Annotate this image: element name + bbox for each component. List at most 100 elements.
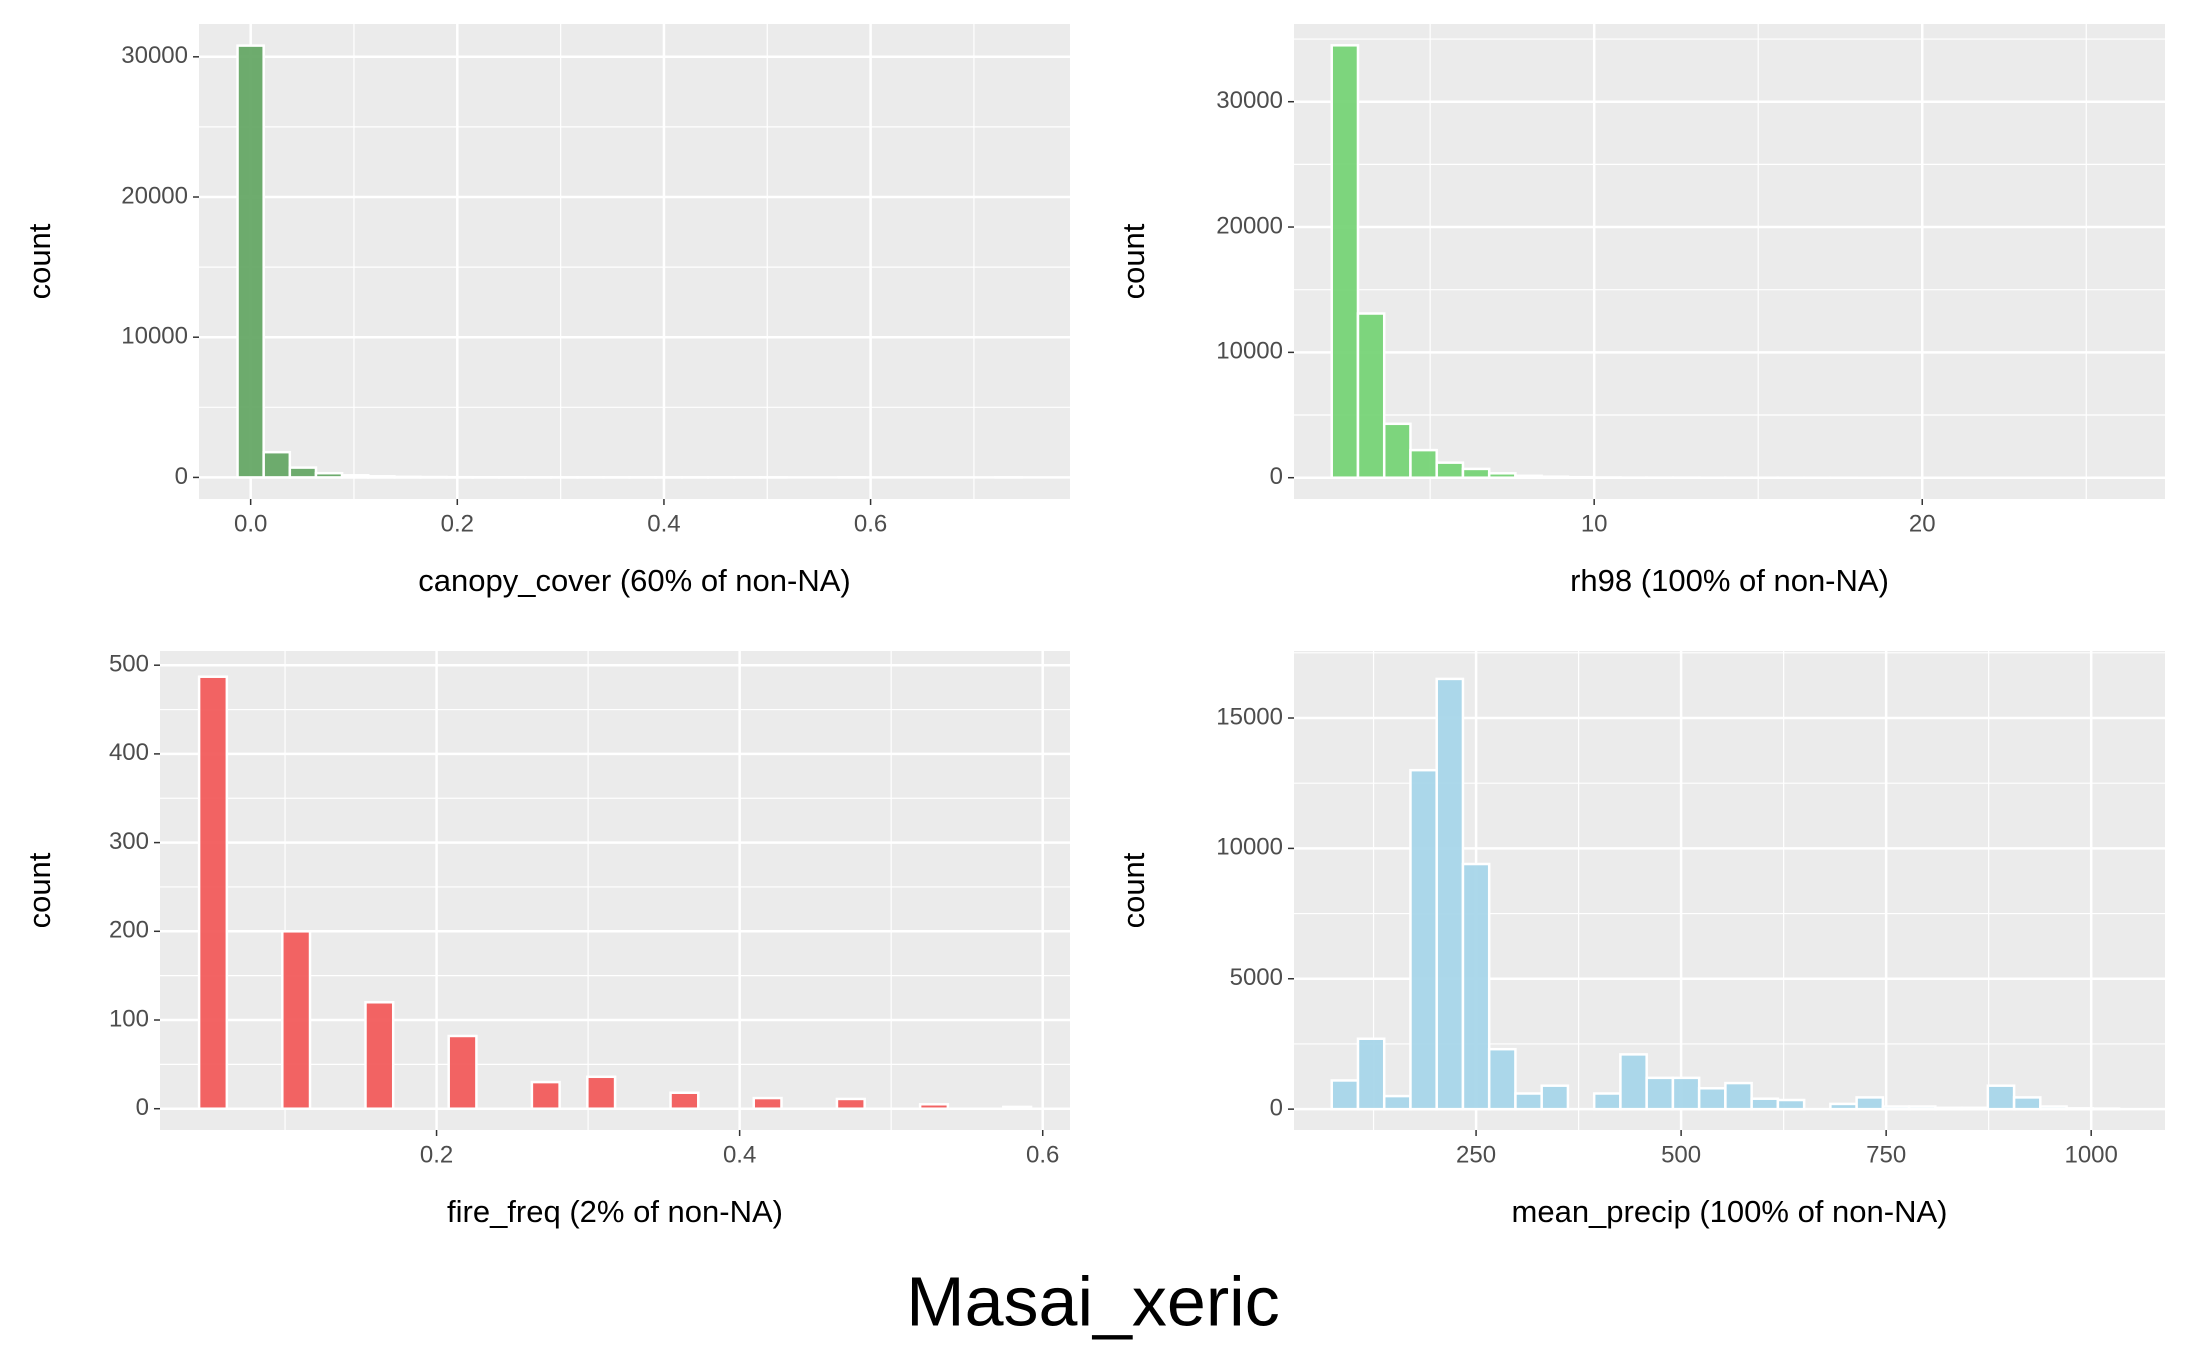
x-tick-label: 500 [1661, 1141, 1701, 1168]
histogram-bar [1986, 1084, 2016, 1111]
histogram-bar [1750, 1097, 1780, 1111]
histogram-bar [314, 471, 344, 479]
x-tick-label: 750 [1866, 1141, 1906, 1168]
y-axis-label: count [22, 223, 57, 299]
x-axis-label: canopy_cover (60% of non-NA) [418, 563, 851, 598]
histogram-bar [1619, 1053, 1648, 1111]
histogram-bar [1356, 312, 1386, 479]
histogram-bar [393, 475, 422, 479]
histogram-bar [1881, 1105, 1911, 1111]
y-tick-label: 0 [136, 1094, 149, 1121]
histogram-bar [447, 1034, 478, 1110]
y-tick-label: 10000 [1216, 834, 1283, 861]
panel-background [199, 24, 1070, 499]
x-tick-label: 0.6 [1026, 1141, 1059, 1168]
y-tick-label: 20000 [1216, 212, 1283, 239]
y-tick-label: 5000 [1230, 964, 1283, 991]
histogram-bar [1487, 472, 1517, 479]
histogram-bar [281, 930, 312, 1110]
x-tick-label: 0.2 [420, 1141, 453, 1168]
histogram-bar [1330, 44, 1360, 479]
histogram-bar [1566, 475, 1596, 479]
histogram-bar [835, 1097, 866, 1110]
histogram-bar [2065, 1107, 2095, 1111]
y-tick-label: 400 [109, 739, 149, 766]
histogram-bar [1592, 1092, 1622, 1111]
histogram-bar [752, 1096, 783, 1110]
y-tick-label: 0 [1270, 1094, 1283, 1121]
histogram-bar [364, 1001, 395, 1110]
histogram-bar [236, 44, 265, 479]
y-axis-label: count [1116, 223, 1151, 299]
histogram-bar [1907, 1105, 1937, 1111]
histogram-bar [918, 1103, 950, 1110]
y-axis-label: count [1116, 852, 1151, 928]
histogram-bar [1540, 1084, 1570, 1111]
x-tick-label: 0.4 [647, 510, 680, 537]
figure-title: Masai_xeric [906, 1262, 1279, 1340]
histogram-bar [2012, 1096, 2042, 1111]
histogram-bar [1514, 474, 1543, 479]
histogram-bar [340, 474, 370, 479]
y-tick-label: 500 [109, 651, 149, 678]
histogram-bar [1409, 768, 1438, 1111]
histogram-bar [1855, 1096, 1885, 1111]
histogram-bar [288, 466, 318, 479]
x-tick-label: 0.6 [854, 510, 887, 537]
x-tick-label: 0.4 [723, 1141, 756, 1168]
y-tick-label: 0 [1270, 463, 1283, 490]
y-tick-label: 30000 [121, 42, 188, 69]
histogram-bar [1330, 1079, 1360, 1111]
histogram-bar [1461, 467, 1491, 479]
y-tick-label: 30000 [1216, 87, 1283, 114]
histogram-bar [1960, 1106, 1990, 1111]
y-tick-label: 0 [175, 463, 188, 490]
y-tick-label: 100 [109, 1005, 149, 1032]
histogram-bar [530, 1080, 561, 1110]
x-axis-label: fire_freq (2% of non-NA) [447, 1194, 783, 1229]
x-tick-label: 0.2 [441, 510, 474, 537]
histogram-bar [1382, 1094, 1412, 1111]
y-axis-label: count [22, 852, 57, 928]
histogram-bar [586, 1075, 617, 1110]
histogram-bar [366, 475, 396, 479]
histogram-bar [669, 1091, 700, 1110]
x-tick-label: 1000 [2064, 1141, 2117, 1168]
histogram-bar [1382, 422, 1412, 479]
histogram-bar [2091, 1107, 2121, 1111]
x-tick-label: 250 [1456, 1141, 1496, 1168]
histogram-bar [1487, 1047, 1517, 1111]
y-tick-label: 300 [109, 828, 149, 855]
x-tick-label: 20 [1909, 510, 1936, 537]
histogram-bar [1829, 1102, 1858, 1111]
y-tick-label: 10000 [1216, 338, 1283, 365]
histogram-bar [197, 675, 229, 1110]
x-tick-label: 0.0 [234, 510, 267, 537]
histogram-bar [1697, 1087, 1727, 1111]
histogram-bar [1645, 1076, 1675, 1111]
x-axis-label: mean_precip (100% of non-NA) [1512, 1194, 1948, 1229]
histogram-bar [1435, 461, 1465, 479]
histogram-bar [1002, 1105, 1033, 1110]
y-tick-label: 20000 [121, 182, 188, 209]
y-tick-label: 15000 [1216, 703, 1283, 730]
histogram-bar [1671, 1076, 1701, 1111]
histogram-bar [1409, 448, 1438, 479]
histogram-bar [1461, 862, 1491, 1111]
histogram-bar [1540, 475, 1570, 479]
y-tick-label: 200 [109, 917, 149, 944]
y-tick-label: 10000 [121, 323, 188, 350]
panel-background [160, 651, 1070, 1130]
x-tick-label: 10 [1581, 510, 1608, 537]
histogram-bar [1514, 1092, 1543, 1111]
histogram-bar [1776, 1098, 1806, 1111]
histogram-bar [2039, 1105, 2068, 1111]
histogram-bar [1934, 1106, 1963, 1111]
histogram-bar [1724, 1081, 1753, 1111]
histogram-bar [262, 450, 292, 479]
histogram-bar [1356, 1037, 1386, 1111]
x-axis-label: rh98 (100% of non-NA) [1570, 563, 1889, 598]
histogram-bar [1435, 677, 1465, 1111]
panel-background [1294, 24, 2165, 499]
